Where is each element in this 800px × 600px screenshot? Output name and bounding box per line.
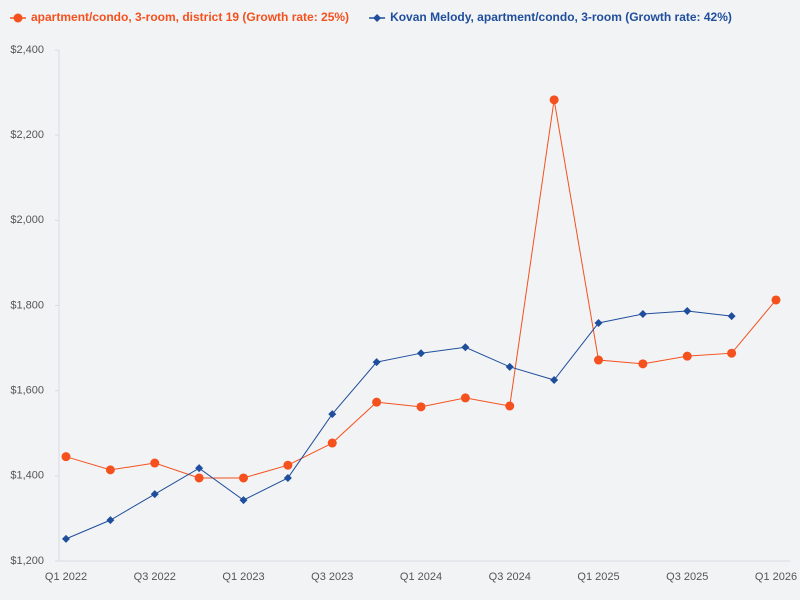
marker <box>682 351 692 361</box>
marker <box>106 516 115 525</box>
marker <box>416 402 426 412</box>
marker <box>239 496 248 505</box>
marker <box>771 295 781 305</box>
marker <box>283 473 292 482</box>
marker <box>727 312 736 321</box>
legend-label: apartment/condo, 3-room, district 19 (Gr… <box>31 10 349 24</box>
y-tick-label: $1,800 <box>10 299 44 311</box>
marker <box>61 452 71 462</box>
marker <box>150 458 160 468</box>
x-tick-label: Q3 2024 <box>489 571 531 583</box>
x-tick-label: Q1 2026 <box>755 571 797 583</box>
marker <box>372 358 381 367</box>
marker <box>283 460 293 470</box>
marker <box>549 95 559 105</box>
marker <box>150 490 159 499</box>
x-tick-label: Q1 2022 <box>45 571 87 583</box>
marker <box>239 473 248 483</box>
marker <box>105 465 115 475</box>
marker <box>594 318 603 327</box>
y-tick-label: $2,200 <box>10 129 44 141</box>
x-tick-label: Q1 2023 <box>222 571 264 583</box>
y-tick-label: $1,600 <box>10 385 44 397</box>
series-line <box>65 310 732 540</box>
marker <box>194 473 204 483</box>
marker <box>727 348 737 358</box>
marker <box>505 362 514 371</box>
marker <box>13 13 23 23</box>
marker <box>638 359 648 369</box>
marker <box>373 14 382 22</box>
x-tick-label: Q3 2023 <box>311 571 353 583</box>
y-tick-label: $2,400 <box>10 44 44 56</box>
y-tick-label: $1,200 <box>10 555 44 567</box>
y-tick-label: $2,000 <box>10 214 44 226</box>
marker <box>594 355 603 365</box>
x-tick-label: Q1 2024 <box>400 571 442 583</box>
marker <box>461 343 470 352</box>
marker <box>417 349 425 358</box>
marker <box>62 534 70 543</box>
marker <box>460 393 470 403</box>
x-tick-label: Q3 2022 <box>134 571 176 583</box>
x-tick-label: Q1 2025 <box>577 571 619 583</box>
marker <box>550 376 559 385</box>
marker <box>683 307 692 316</box>
marker <box>505 401 515 411</box>
y-tick-label: $1,400 <box>10 470 44 482</box>
legend-label: Kovan Melody, apartment/condo, 3-room (G… <box>390 10 732 24</box>
marker <box>327 438 337 448</box>
x-tick-label: Q3 2025 <box>666 571 708 583</box>
marker <box>638 310 647 319</box>
marker <box>195 464 204 473</box>
marker <box>328 410 337 419</box>
marker <box>372 397 382 407</box>
